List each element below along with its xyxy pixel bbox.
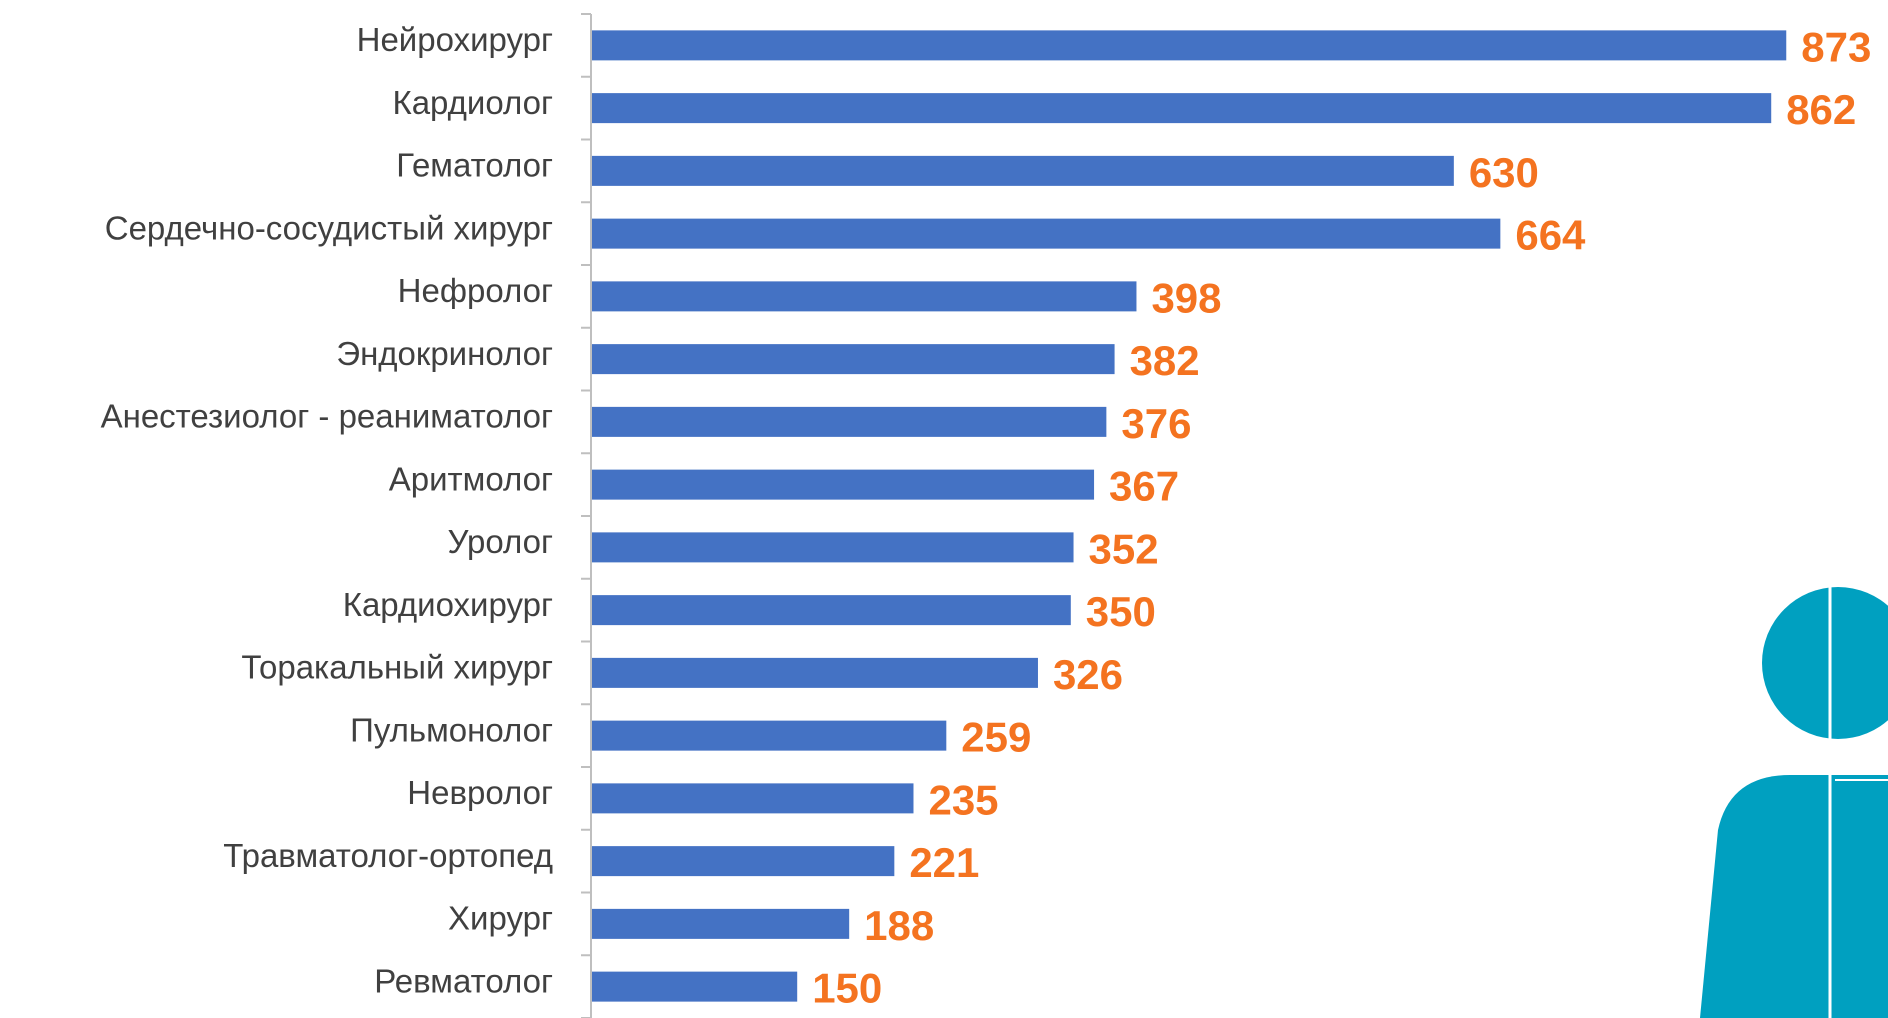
category-label: Анестезиолог - реаниматолог [101,398,553,435]
category-label: Эндокринолог [336,335,553,372]
category-label: Гематолог [396,147,553,184]
value-label: 352 [1089,525,1159,572]
category-label: Хирург [448,900,553,937]
category-label: Нейрохирург [357,21,553,58]
bar [592,658,1038,688]
category-label: Ревматолог [374,962,553,999]
bar [592,783,913,813]
value-label: 382 [1130,337,1200,384]
value-label: 376 [1121,400,1191,447]
bar [592,219,1500,249]
category-label: Кардиолог [392,84,553,121]
chart: Нейрохирург 873 Кардиолог 862 Гематолог 630 Се… [0,0,1888,1018]
category-label: Нефролог [398,272,553,309]
value-label: 367 [1109,463,1179,510]
bar [592,344,1115,374]
value-label: 398 [1151,274,1221,321]
category-label: Кардиохирург [343,586,553,623]
category-label: Уролог [448,523,553,560]
category-label: Невролог [407,774,553,811]
category-label: Аритмолог [389,460,553,497]
value-label: 221 [909,839,979,886]
value-label: 630 [1469,149,1539,196]
bar [592,846,894,876]
bar [592,93,1771,123]
bar [592,595,1071,625]
value-label: 259 [961,714,1031,761]
bar [592,470,1094,500]
bar [592,281,1136,311]
value-label: 664 [1515,212,1586,259]
value-label: 350 [1086,588,1156,635]
bar [592,30,1786,60]
bar [592,721,946,751]
page: {"chart_data": {"type": "bar", "orientat… [0,0,1888,1018]
person-icon [1700,575,1888,1018]
value-label: 150 [812,965,882,1012]
bar [592,532,1074,562]
category-label: Сердечно-сосудистый хирург [105,209,553,246]
bar [592,909,849,939]
category-label: Торакальный хирург [241,649,553,686]
value-label: 188 [864,902,934,949]
bar [592,972,797,1002]
bar [592,407,1106,437]
category-label: Травматолог-ортопед [223,837,553,874]
value-label: 873 [1801,23,1871,70]
value-label: 862 [1786,86,1856,133]
value-label: 235 [928,776,998,823]
value-label: 326 [1053,651,1123,698]
bar [592,156,1454,186]
category-label: Пульмонолог [350,711,553,748]
